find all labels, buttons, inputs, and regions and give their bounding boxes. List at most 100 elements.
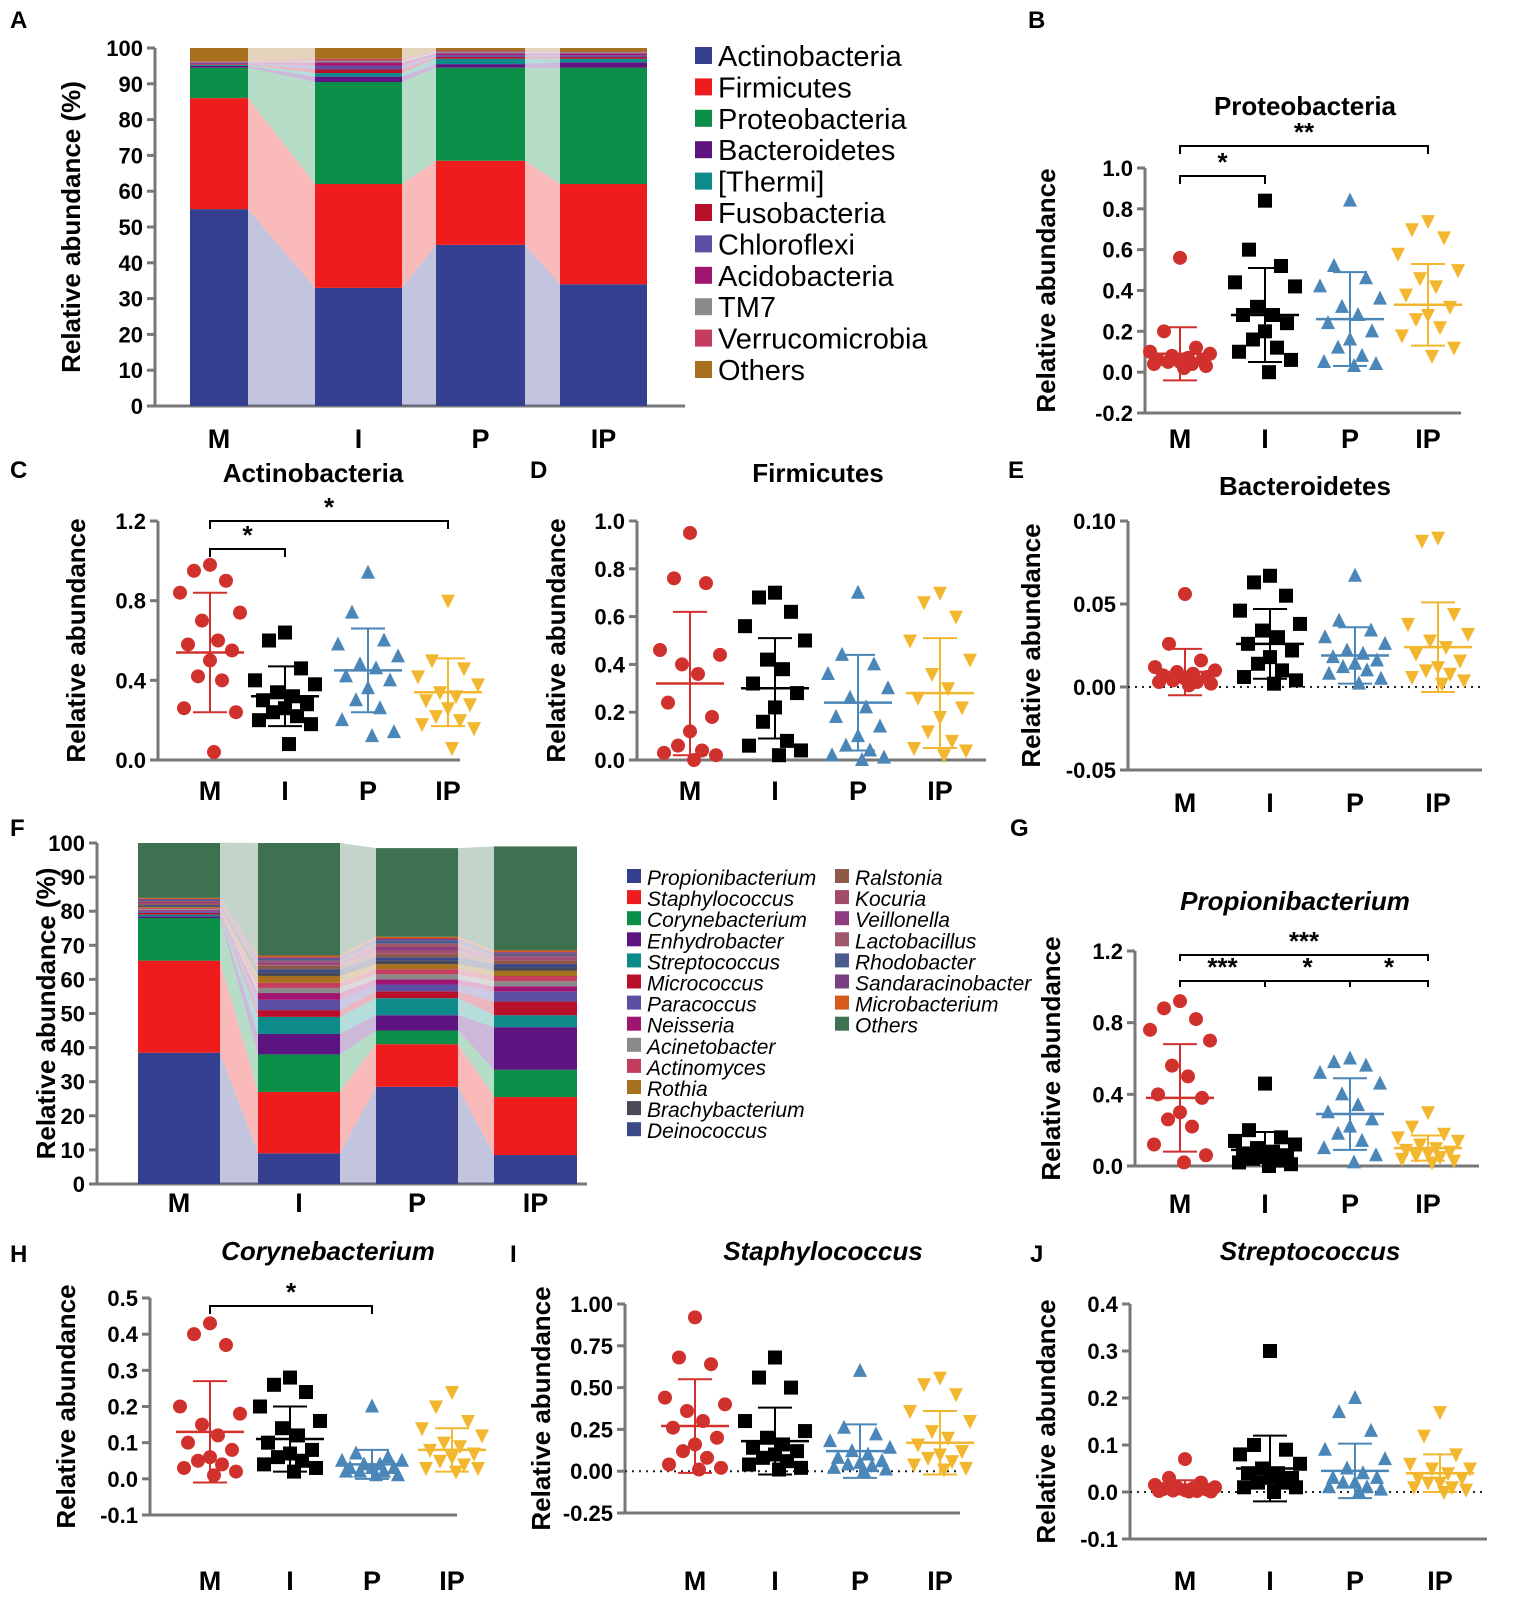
data-point	[339, 1463, 353, 1478]
data-point	[963, 653, 977, 668]
data-point	[1421, 1476, 1435, 1491]
data-point	[1445, 1481, 1459, 1496]
legend-swatch	[695, 141, 712, 159]
legend-swatch	[835, 911, 849, 926]
group-ip	[415, 1386, 489, 1480]
data-point	[738, 619, 752, 634]
bar-m	[138, 843, 220, 1184]
data-point	[1228, 1133, 1242, 1148]
x-tick-label: I	[355, 424, 363, 454]
data-point	[1365, 323, 1379, 338]
x-tick-label: M	[168, 1188, 191, 1218]
data-point	[1425, 1462, 1439, 1477]
x-tick-label: IP	[1415, 1189, 1441, 1219]
data-point	[713, 647, 727, 662]
data-point	[666, 1420, 680, 1435]
data-point	[823, 1433, 837, 1448]
segment-acinetobacter	[494, 981, 577, 987]
data-point	[445, 742, 459, 757]
data-point	[1415, 534, 1429, 549]
data-point	[1429, 280, 1443, 295]
data-point	[1405, 671, 1419, 686]
flow-band-firmicutes	[248, 98, 315, 288]
y-tick-label: 0.2	[1087, 1386, 1118, 1411]
segment-sandaracinobacter	[376, 938, 458, 941]
flow-band-actinobacteria	[525, 244, 560, 406]
legend-swatch	[627, 995, 641, 1010]
segment-verrucomicrobia	[436, 50, 525, 52]
segment-microbacterium	[138, 897, 220, 899]
group-i	[1233, 568, 1307, 691]
segment-acinetobacter	[258, 987, 340, 994]
legend: ActinobacteriaFirmicutesProteobacteriaBa…	[695, 41, 928, 387]
segment-deinococcus	[494, 964, 577, 968]
data-point	[945, 734, 959, 749]
flow-band-streptococcus	[340, 998, 376, 1034]
y-tick-label: 0.4	[1087, 1292, 1118, 1317]
panel-label: I	[510, 1241, 517, 1268]
segment-kocuria	[258, 964, 340, 966]
legend-label: Kocuria	[855, 888, 926, 911]
y-tick-label: 0.6	[1102, 238, 1133, 263]
legend-label: Paracoccus	[647, 994, 757, 1017]
segment-tm7	[560, 52, 647, 54]
data-point	[662, 1457, 676, 1472]
segment-brachybacterium	[138, 906, 220, 908]
flow-band-brachybacterium	[220, 906, 258, 976]
segment-proteobacteria	[315, 82, 402, 185]
data-point	[290, 709, 304, 724]
data-point	[1425, 349, 1439, 364]
flow-band-corynebacterium	[340, 1030, 376, 1092]
data-point	[278, 625, 292, 640]
legend-label: Staphylococcus	[647, 888, 795, 911]
data-point	[1331, 1125, 1345, 1140]
y-tick-label: -0.25	[563, 1501, 613, 1526]
x-tick-label: M	[1174, 788, 1197, 818]
data-point	[453, 1440, 467, 1455]
group-ip	[1391, 215, 1465, 364]
data-point	[1189, 1012, 1203, 1027]
panel-f: F 0 10 20 30 40 50 60 70 80 90 100 Relative abundanc…	[10, 815, 1032, 1218]
data-point	[1258, 193, 1272, 208]
data-point	[219, 573, 233, 588]
data-point	[756, 1450, 770, 1465]
data-point	[207, 745, 221, 760]
data-point	[1401, 617, 1415, 632]
y-tick-label: 0.2	[1102, 319, 1133, 344]
data-point	[283, 1370, 297, 1385]
segment-propionibacterium	[138, 1052, 220, 1184]
group-i	[738, 1350, 812, 1477]
data-point	[714, 1460, 728, 1475]
data-point	[903, 1405, 917, 1420]
data-point	[369, 660, 383, 675]
flow-band-staphylococcus	[458, 1044, 494, 1156]
data-point	[776, 662, 790, 677]
group-i	[1228, 193, 1302, 380]
data-point	[1181, 1069, 1195, 1084]
y-tick-label: 0.10	[1073, 509, 1116, 534]
data-point	[300, 697, 314, 712]
data-point	[219, 1338, 233, 1353]
legend-label: Veillonella	[855, 909, 950, 932]
flow-band-fusobacteria	[402, 56, 436, 74]
y-tick-label: 0.0	[594, 748, 625, 773]
data-point	[1237, 670, 1251, 685]
data-point	[429, 710, 443, 725]
data-point	[1274, 259, 1288, 273]
legend-item: Deinococcus	[627, 1120, 768, 1143]
x-tick-label: P	[363, 1566, 381, 1596]
y-tick-label: 0.8	[1102, 197, 1133, 222]
segment-acidobacteria	[190, 62, 248, 64]
flow-band-actinomyces	[340, 969, 376, 988]
segment-actinomyces	[494, 975, 577, 982]
data-point	[173, 585, 187, 600]
flow-band--thermi-	[402, 58, 436, 77]
x-tick-label: IP	[927, 776, 953, 806]
data-point	[1356, 1465, 1370, 1480]
y-tick-label: -0.1	[1080, 1527, 1118, 1552]
segment-deinococcus	[376, 957, 458, 961]
segment-propionibacterium	[258, 1153, 340, 1184]
bar-p	[376, 848, 458, 1184]
y-tick-label: 0.75	[570, 1334, 613, 1359]
segment-corynebacterium	[138, 918, 220, 961]
